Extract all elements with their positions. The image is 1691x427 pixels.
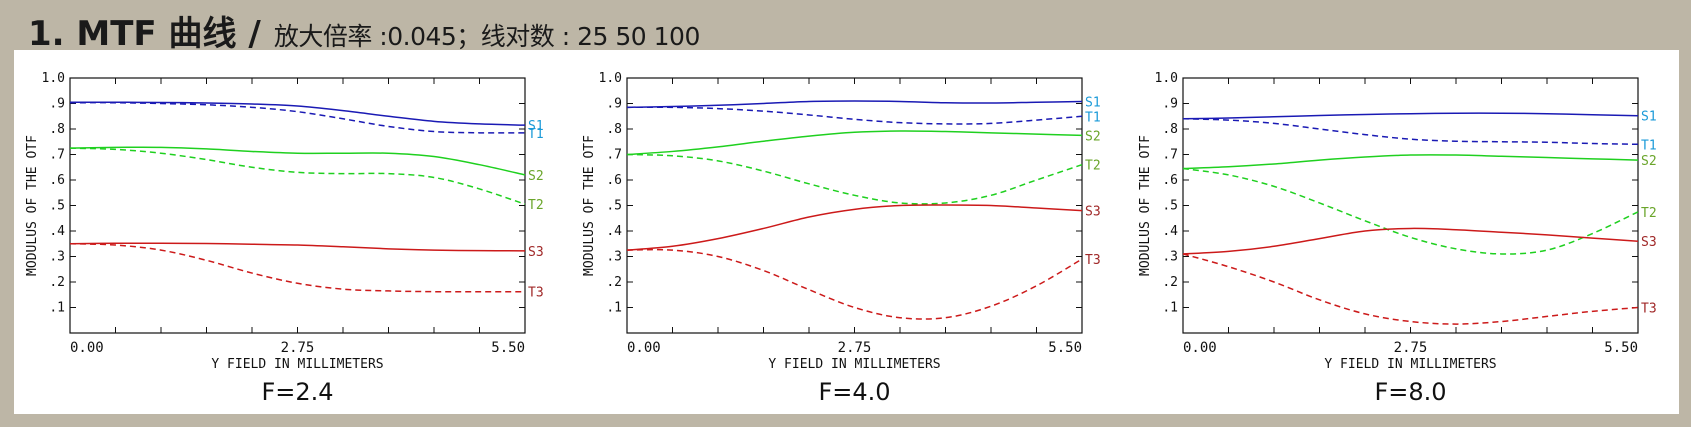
y-tick-label: .8	[1162, 122, 1178, 137]
series-label-t1: T1	[1641, 138, 1657, 153]
series-label-s2: S2	[1641, 154, 1657, 169]
y-axis-label: MODULUS OF THE OTF	[25, 135, 40, 276]
y-tick-label: .4	[1162, 224, 1178, 239]
series-line-s1	[626, 100, 1083, 109]
y-tick-label: .2	[1162, 275, 1178, 290]
x-tick-label: 0.00	[627, 340, 661, 356]
series-line-t2	[626, 153, 1083, 205]
x-tick-label: 2.75	[1394, 340, 1428, 356]
series-label-t1: T1	[528, 127, 544, 142]
x-tick-label: 5.50	[491, 340, 525, 356]
x-axis-label: Y FIELD IN MILLIMETERS	[1324, 357, 1496, 372]
x-tick-label: 2.75	[838, 340, 872, 356]
y-tick-label: 1.0	[1155, 71, 1178, 86]
y-tick-label: .1	[606, 301, 622, 316]
y-tick-label: .3	[606, 250, 622, 265]
series-label-t1: T1	[1085, 110, 1101, 125]
y-tick-label: .7	[606, 148, 622, 163]
series-label-s1: S1	[1085, 95, 1101, 110]
mtf-chart-3: .1 .2 .3 .4 .5 .6 .7 .8 .9 1.0 0.00 2.75 5.50 Y FIELD…	[1138, 71, 1657, 406]
x-tick-label: 5.50	[1604, 340, 1638, 356]
series-line-s1	[1182, 112, 1639, 120]
series-line-t1	[626, 106, 1083, 125]
series-line-s2	[1182, 154, 1639, 170]
y-tick-label: .4	[606, 224, 622, 239]
y-tick-label: .7	[49, 148, 65, 163]
series-line-t1	[69, 101, 526, 134]
series-label-s3: S3	[528, 245, 544, 260]
series-line-t2	[1182, 167, 1639, 255]
x-tick-label: 2.75	[281, 340, 315, 356]
y-tick-label: .4	[49, 224, 65, 239]
series-line-s1	[69, 101, 526, 126]
series-line-s3	[626, 204, 1083, 251]
y-tick-label: .6	[49, 173, 65, 188]
y-tick-label: .9	[1162, 97, 1178, 112]
y-tick-label: .2	[49, 275, 65, 290]
y-tick-label: .5	[49, 199, 65, 214]
x-axis-label: Y FIELD IN MILLIMETERS	[211, 357, 383, 372]
series-line-s3	[69, 242, 526, 252]
y-tick-label: .3	[1162, 250, 1178, 265]
plot-frame	[69, 77, 526, 334]
y-tick-label: .8	[49, 122, 65, 137]
y-tick-label: .2	[606, 275, 622, 290]
y-tick-label: .7	[1162, 148, 1178, 163]
series-label-t2: T2	[1641, 206, 1657, 221]
page-title: 1. MTF 曲线 / 放大倍率 :0.045；线对数 : 25 50 100	[28, 6, 700, 55]
series-label-s2: S2	[1085, 129, 1101, 144]
series-label-t2: T2	[528, 198, 544, 213]
series-line-s2	[626, 130, 1083, 156]
mtf-chart-1: .1 .2 .3 .4 .5 .6 .7 .8 .9 1.0 0.00 2.75 5.50 Y FIELD…	[25, 71, 544, 406]
series-label-t3: T3	[1085, 253, 1101, 268]
y-tick-label: 1.0	[599, 71, 622, 86]
title-main: 1. MTF 曲线 /	[28, 14, 261, 54]
chart-title: F=8.0	[1374, 378, 1446, 406]
series-label-s2: S2	[528, 169, 544, 184]
y-tick-label: 1.0	[42, 71, 65, 86]
y-tick-label: .9	[606, 97, 622, 112]
series-line-s2	[69, 146, 526, 176]
plot-frame	[626, 77, 1083, 334]
y-tick-label: .6	[606, 173, 622, 188]
header-bar: 1. MTF 曲线 / 放大倍率 :0.045；线对数 : 25 50 100	[0, 0, 1691, 54]
series-label-t2: T2	[1085, 159, 1101, 174]
x-tick-label: 0.00	[1183, 340, 1217, 356]
y-tick-label: .8	[606, 122, 622, 137]
series-label-s3: S3	[1641, 235, 1657, 250]
chart-title: F=4.0	[818, 378, 890, 406]
title-subtitle: 放大倍率 :0.045；线对数 : 25 50 100	[273, 22, 701, 51]
series-line-s3	[1182, 227, 1639, 255]
plot-frame	[1182, 77, 1639, 334]
series-label-s1: S1	[528, 119, 544, 134]
y-tick-label: .9	[49, 97, 65, 112]
series-label-s3: S3	[1085, 205, 1101, 220]
series-label-t3: T3	[1641, 302, 1657, 317]
series-label-s1: S1	[1641, 110, 1657, 125]
y-tick-label: .3	[49, 250, 65, 265]
y-tick-label: .1	[1162, 301, 1178, 316]
y-axis-label: MODULUS OF THE OTF	[1138, 135, 1153, 276]
series-label-t3: T3	[528, 286, 544, 301]
series-line-t1	[1182, 118, 1639, 146]
y-tick-label: .1	[49, 301, 65, 316]
y-tick-label: .5	[606, 199, 622, 214]
x-tick-label: 0.00	[70, 340, 104, 356]
chart-title: F=2.4	[261, 378, 333, 406]
y-tick-label: .5	[1162, 199, 1178, 214]
mtf-chart-2: .1 .2 .3 .4 .5 .6 .7 .8 .9 1.0 0.00 2.75 5.50 Y FIELD…	[582, 71, 1101, 406]
series-line-t2	[69, 147, 526, 205]
series-line-t3	[626, 248, 1083, 320]
series-line-t3	[1182, 253, 1639, 325]
series-line-t3	[69, 243, 525, 293]
y-tick-label: .6	[1162, 173, 1178, 188]
y-axis-label: MODULUS OF THE OTF	[582, 135, 597, 276]
x-tick-label: 5.50	[1048, 340, 1082, 356]
x-axis-label: Y FIELD IN MILLIMETERS	[768, 357, 940, 372]
